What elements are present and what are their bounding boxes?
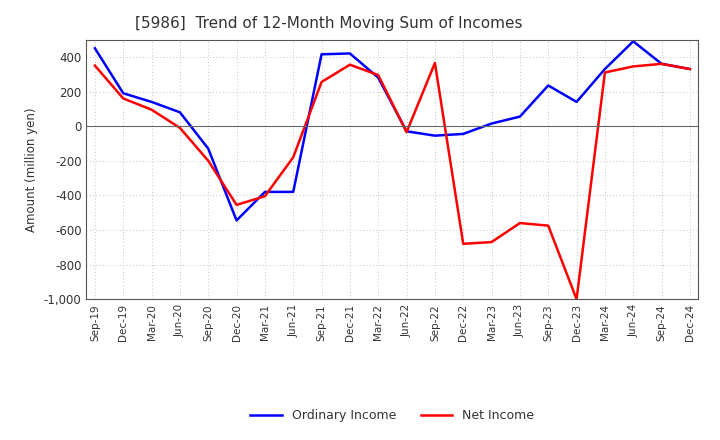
Net Income [318, 79, 326, 84]
Net Income [346, 62, 354, 67]
Net Income [572, 297, 581, 302]
Text: [5986]  Trend of 12-Month Moving Sum of Incomes: [5986] Trend of 12-Month Moving Sum of I… [135, 16, 523, 32]
Net Income [544, 223, 552, 228]
Ordinary Income [629, 39, 637, 44]
Net Income [459, 241, 467, 246]
Ordinary Income [119, 91, 127, 96]
Net Income [176, 125, 184, 131]
Net Income [148, 107, 156, 112]
Net Income [374, 73, 382, 78]
Ordinary Income [600, 66, 609, 72]
Net Income [600, 70, 609, 75]
Net Income [402, 129, 411, 135]
Ordinary Income [431, 133, 439, 138]
Net Income [233, 202, 241, 208]
Ordinary Income [261, 189, 269, 194]
Line: Net Income: Net Income [95, 63, 690, 299]
Ordinary Income [657, 61, 666, 66]
Ordinary Income [487, 121, 496, 126]
Ordinary Income [572, 99, 581, 105]
Net Income [431, 60, 439, 66]
Net Income [289, 154, 297, 160]
Net Income [91, 63, 99, 68]
Ordinary Income [459, 131, 467, 136]
Ordinary Income [148, 99, 156, 105]
Legend: Ordinary Income, Net Income: Ordinary Income, Net Income [246, 404, 539, 427]
Line: Ordinary Income: Ordinary Income [95, 41, 690, 220]
Ordinary Income [374, 75, 382, 81]
Net Income [685, 66, 694, 72]
Ordinary Income [544, 83, 552, 88]
Y-axis label: Amount (million yen): Amount (million yen) [25, 107, 38, 231]
Net Income [119, 96, 127, 101]
Ordinary Income [91, 46, 99, 51]
Ordinary Income [318, 51, 326, 57]
Ordinary Income [346, 51, 354, 56]
Ordinary Income [204, 146, 212, 151]
Ordinary Income [402, 128, 411, 134]
Ordinary Income [233, 218, 241, 223]
Ordinary Income [176, 110, 184, 115]
Ordinary Income [289, 189, 297, 194]
Net Income [516, 220, 524, 226]
Net Income [204, 158, 212, 163]
Net Income [261, 194, 269, 199]
Net Income [487, 239, 496, 245]
Net Income [657, 61, 666, 66]
Ordinary Income [516, 114, 524, 119]
Ordinary Income [685, 66, 694, 72]
Net Income [629, 64, 637, 69]
